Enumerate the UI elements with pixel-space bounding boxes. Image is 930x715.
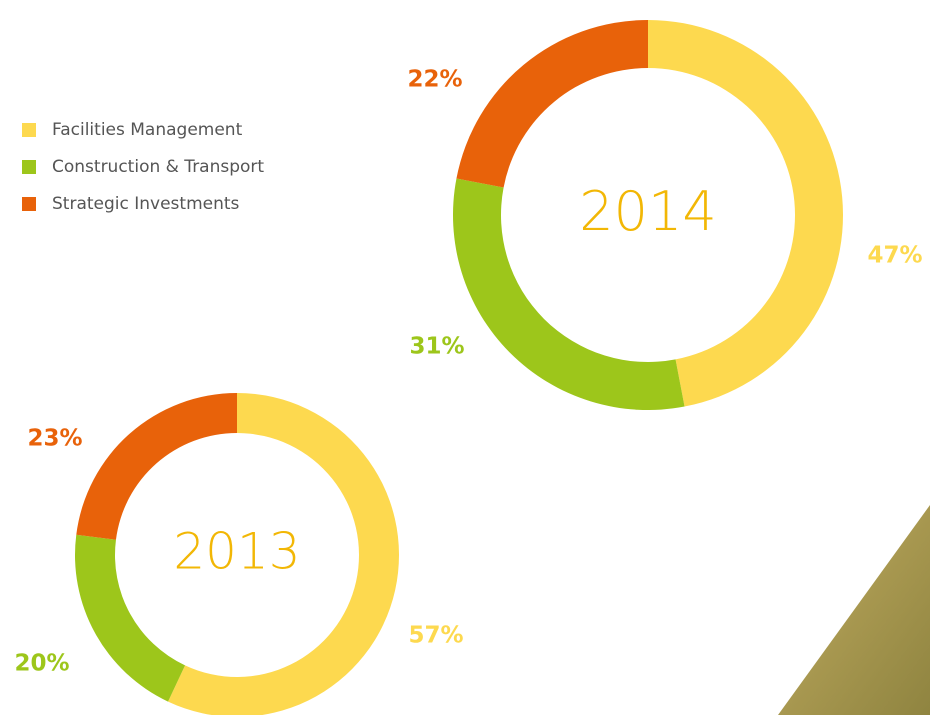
legend-label: Construction & Transport — [52, 157, 264, 177]
donut-segment — [75, 534, 186, 702]
donut-segment — [648, 20, 844, 407]
donut-segment — [76, 393, 237, 540]
legend: Facilities Management Construction & Tran… — [22, 120, 264, 214]
value-label: 22% — [407, 67, 462, 93]
center-year: 2014 — [579, 180, 716, 243]
donut-segment — [452, 178, 685, 411]
value-label: 23% — [27, 426, 82, 452]
value-label: 47% — [867, 243, 922, 269]
legend-label: Facilities Management — [52, 120, 243, 140]
background-photo — [778, 505, 930, 715]
value-label: 31% — [409, 334, 464, 360]
legend-label: Strategic Investments — [52, 194, 240, 214]
legend-swatch — [22, 197, 36, 211]
legend-swatch — [22, 123, 36, 137]
donut-segment — [456, 20, 648, 188]
value-label: 57% — [408, 623, 463, 649]
donut-segment — [168, 393, 399, 715]
center-year: 2013 — [173, 523, 300, 581]
legend-swatch — [22, 160, 36, 174]
value-label: 20% — [14, 651, 69, 677]
